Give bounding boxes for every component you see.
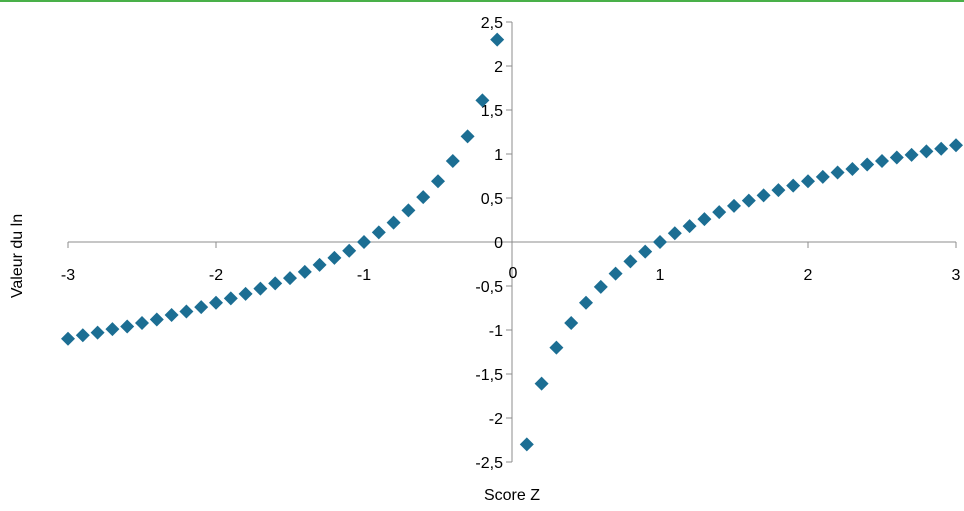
y-tick-label: -1 [489,323,503,340]
data-point [475,93,490,108]
x-tick-label: -3 [61,267,75,284]
data-point [638,244,653,259]
data-point [801,174,815,189]
data-point [312,257,327,272]
data-point [830,165,845,180]
data-point [238,286,253,301]
data-point [875,154,889,169]
y-tick-label: 0 [494,235,503,252]
data-point [564,315,579,330]
x-tick-label: 1 [656,267,665,284]
x-tick-label: 0 [509,265,518,282]
data-point [283,271,297,286]
data-point [697,212,712,227]
y-tick-label: -1,5 [475,367,503,384]
y-tick-label: 2,5 [481,15,503,32]
data-point [608,266,623,281]
data-point [431,174,445,189]
data-point [786,178,801,193]
data-point [268,276,283,291]
data-point [904,147,919,162]
y-tick-label: 0,5 [481,191,503,208]
data-point [712,205,727,220]
data-point [445,154,460,169]
data-point [653,235,667,249]
x-tick-label: -2 [209,267,223,284]
data-point [401,203,416,218]
data-point [593,279,608,294]
data-point [815,169,830,184]
data-point [297,264,312,279]
data-point [860,157,875,172]
data-point [741,193,756,208]
data-point [223,291,238,306]
data-point [327,250,342,265]
y-tick-label: -2,5 [475,455,503,472]
data-point [889,150,904,165]
data-point [164,308,179,323]
data-point [386,215,401,230]
data-point [75,328,90,343]
data-point [845,161,860,176]
data-point [342,243,357,258]
data-point [371,225,386,240]
data-point [194,300,209,315]
data-point [135,315,149,330]
data-point [460,129,475,144]
y-tick-label: -0,5 [475,279,503,296]
data-point [490,32,505,47]
data-point [623,254,638,269]
data-point [179,304,194,319]
data-point [919,144,934,159]
data-point [90,325,105,340]
y-tick-label: 1 [494,147,503,164]
y-axis-title: Valeur du ln [9,214,26,298]
data-point [209,295,223,310]
data-point [949,138,963,153]
data-point [357,235,371,249]
x-tick-label: -1 [357,267,371,284]
data-point [120,319,135,334]
data-point [61,331,75,346]
data-point [549,340,564,355]
data-point [756,188,771,203]
x-axis-title: Score Z [484,487,540,504]
y-tick-label: 2 [494,59,503,76]
data-point [149,312,164,327]
x-tick-label: 2 [804,267,813,284]
data-point [934,141,949,156]
data-point [579,295,593,310]
data-point [771,183,786,198]
y-tick-label: 1,5 [481,103,503,120]
data-point [253,281,268,296]
data-point [416,190,431,205]
data-point [682,219,697,234]
data-point [519,437,534,452]
x-tick-label: 3 [952,267,961,284]
data-point [667,226,682,241]
data-point [727,198,741,213]
data-point [534,376,549,391]
data-point [105,322,120,337]
y-tick-label: -2 [489,411,503,428]
